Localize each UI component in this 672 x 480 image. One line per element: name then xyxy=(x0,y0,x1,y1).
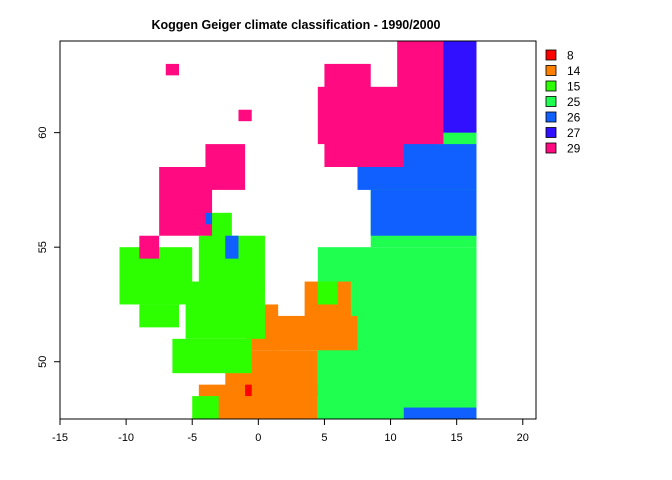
legend-label-14: 14 xyxy=(567,64,581,78)
x-tick-label: 15 xyxy=(451,432,463,444)
legend-label-25: 25 xyxy=(567,95,581,109)
legend-swatch-8 xyxy=(545,49,557,61)
legend-label-27: 27 xyxy=(567,126,581,140)
climate-cell-26 xyxy=(225,235,239,259)
x-tick-label: -15 xyxy=(52,432,68,444)
climate-cell-29 xyxy=(397,41,444,110)
y-tick-label: 55 xyxy=(37,241,49,253)
climate-cell-8 xyxy=(245,384,252,397)
plot-frame xyxy=(59,40,537,420)
legend-label-15: 15 xyxy=(567,80,581,94)
climate-cell-26 xyxy=(205,212,213,225)
climate-cell-15 xyxy=(172,338,252,374)
y-tick-label: 50 xyxy=(37,356,49,368)
x-tick-label: 0 xyxy=(255,432,261,444)
legend-swatch-25 xyxy=(545,96,557,107)
legend-label-26: 26 xyxy=(567,111,581,125)
chart-title: Koggen Geiger climate classification - 1… xyxy=(151,18,440,32)
legend-swatch-14 xyxy=(545,65,557,76)
x-tick-label: 20 xyxy=(517,432,529,444)
legend-swatch-26 xyxy=(545,111,557,123)
climate-cell-15 xyxy=(317,281,338,305)
climate-cell-26 xyxy=(403,407,477,419)
legend-swatch-15 xyxy=(545,80,557,92)
climate-cell-29 xyxy=(139,235,160,259)
x-tick-label: 10 xyxy=(384,432,396,444)
x-tick-label: 5 xyxy=(321,432,327,444)
climate-cells xyxy=(119,41,477,419)
y-axis: 50 55 60 xyxy=(37,127,60,368)
x-tick-label: -10 xyxy=(118,432,134,444)
climate-cell-15 xyxy=(192,396,219,419)
climate-cell-29 xyxy=(324,63,371,110)
legend-label-8: 8 xyxy=(567,49,574,63)
legend-swatch-29 xyxy=(545,142,557,154)
legend-label-29: 29 xyxy=(567,142,581,156)
x-axis: -15 -10 -5 0 5 10 15 20 xyxy=(52,419,529,444)
y-tick-label: 60 xyxy=(37,127,49,139)
x-tick-label: -5 xyxy=(187,432,197,444)
climate-cell-26 xyxy=(370,189,477,236)
climate-cell-29 xyxy=(205,144,246,190)
climate-cell-29 xyxy=(159,167,213,236)
climate-cell-15 xyxy=(139,304,179,328)
climate-cell-29 xyxy=(324,121,404,167)
climate-cell-29 xyxy=(238,109,252,122)
climate-cell-29 xyxy=(165,63,179,76)
legend-swatch-27 xyxy=(545,127,557,138)
